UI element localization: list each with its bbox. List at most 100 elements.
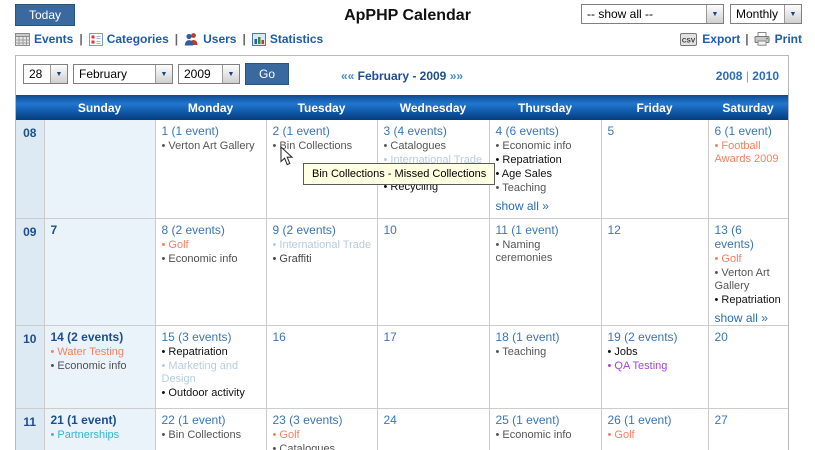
nav-events[interactable]: Events — [15, 32, 73, 46]
event-item[interactable]: • Economic info — [161, 252, 238, 265]
event-item[interactable]: • Economic info — [495, 428, 572, 441]
day-link[interactable]: 19 (2 events) — [607, 329, 678, 344]
day-link[interactable]: 2 (1 event) — [272, 124, 330, 138]
day-link[interactable]: 23 (3 events) — [272, 412, 343, 427]
show-all-link[interactable]: show all » — [714, 310, 768, 325]
day-link[interactable]: 24 — [383, 412, 397, 427]
event-item[interactable]: • Golf — [607, 428, 635, 441]
event-item[interactable]: • Repatriation — [714, 293, 781, 306]
view-mode-select[interactable]: Monthly ▼ — [730, 4, 802, 24]
day-link[interactable]: 3 (4 events) — [383, 124, 447, 138]
day-cell: 15 (3 events) • Repatriation • Marketing a… — [155, 325, 267, 409]
day-cell: 25 (1 event) • Economic info — [489, 408, 602, 450]
day-link[interactable]: 9 (2 events) — [272, 222, 336, 237]
day-link[interactable]: 5 — [607, 124, 615, 138]
day-cell: 23 (3 events) • Golf • Catalogues — [266, 408, 378, 450]
day-link[interactable]: 18 (1 event) — [495, 329, 560, 344]
next-year-link[interactable]: 2010 — [752, 69, 779, 83]
chevron-down-icon[interactable]: ▼ — [222, 65, 239, 83]
event-item[interactable]: • Outdoor activity — [161, 386, 245, 399]
event-item[interactable]: • International Trade — [272, 238, 372, 251]
event-item[interactable]: • Age Sales — [495, 168, 552, 180]
day-cell — [44, 120, 156, 219]
day-link[interactable]: 26 (1 event) — [607, 412, 672, 427]
event-item[interactable]: • Marketing and Design — [161, 359, 239, 385]
day-select[interactable]: 28 ▼ — [23, 64, 68, 84]
category-filter-select[interactable]: -- show all -- ▼ — [581, 4, 724, 24]
calendar-table: Sunday Monday Tuesday Wednesday Thursday… — [16, 95, 788, 450]
day-link[interactable]: 6 (1 event) — [714, 124, 772, 138]
calendar-toolbar: 28 ▼ February ▼ 2009 ▼ Go «« February - … — [16, 56, 788, 95]
day-link[interactable]: 17 — [383, 329, 397, 344]
event-item[interactable]: • Catalogues — [383, 140, 447, 152]
month-select[interactable]: February ▼ — [73, 64, 173, 84]
prev-year-link[interactable]: 2008 — [715, 69, 743, 83]
export-link[interactable]: Export — [702, 32, 741, 46]
event-item[interactable]: • Catalogues — [272, 442, 336, 450]
day-link[interactable]: 10 — [383, 222, 397, 237]
event-item[interactable]: • Economic info — [495, 140, 572, 152]
event-item[interactable]: • Golf — [161, 238, 189, 251]
event-item[interactable]: • Golf — [714, 252, 742, 265]
event-item[interactable]: • Repatriation — [495, 154, 562, 166]
day-link[interactable]: 7 — [50, 222, 58, 237]
day-cell: 13 (6 events) • Golf • Verton Art Gallery •… — [708, 218, 788, 326]
chevron-down-icon[interactable]: ▼ — [155, 65, 172, 83]
day-link[interactable]: 20 — [714, 329, 728, 344]
day-link[interactable]: 4 (6 events) — [495, 124, 559, 138]
event-item[interactable]: • Naming ceremonies — [495, 238, 553, 264]
event-item[interactable]: • Verton Art Gallery — [161, 140, 255, 152]
svg-text:CSV: CSV — [682, 37, 696, 44]
show-all-link[interactable]: show all » — [495, 199, 549, 213]
year-select[interactable]: 2009 ▼ — [178, 64, 240, 84]
event-item[interactable]: • Football Awards 2009 — [714, 140, 779, 165]
chevron-down-icon[interactable]: ▼ — [50, 65, 67, 83]
day-link[interactable]: 13 (6 events) — [714, 222, 754, 251]
next-month-link[interactable]: »» — [449, 69, 464, 83]
print-link[interactable]: Print — [774, 32, 802, 46]
nav-categories-label[interactable]: Categories — [106, 32, 169, 46]
nav-categories[interactable]: Categories — [88, 32, 169, 46]
event-item[interactable]: • Teaching — [495, 345, 547, 358]
today-button[interactable]: Today — [15, 4, 76, 26]
nav-statistics[interactable]: Statistics — [251, 32, 324, 46]
prev-month-link[interactable]: «« — [340, 69, 355, 83]
go-button[interactable]: Go — [245, 63, 290, 85]
chevron-down-icon[interactable]: ▼ — [706, 5, 723, 23]
day-link[interactable]: 25 (1 event) — [495, 412, 560, 427]
day-link[interactable]: 11 (1 event) — [495, 222, 559, 237]
nav-events-label[interactable]: Events — [34, 32, 74, 46]
event-item[interactable]: • Golf — [272, 428, 300, 441]
day-link[interactable]: 16 — [272, 329, 286, 344]
event-item[interactable]: • Economic info — [50, 359, 127, 372]
day-link[interactable]: 14 (2 events) — [50, 329, 124, 344]
day-cell: 19 (2 events) • Jobs • QA Testing — [601, 325, 709, 409]
day-link[interactable]: 22 (1 event) — [161, 412, 226, 427]
event-item[interactable]: • Jobs — [607, 345, 638, 358]
event-item[interactable]: • Verton Art Gallery — [714, 266, 770, 292]
week-number: 10 — [16, 325, 45, 409]
day-link[interactable]: 8 (2 events) — [161, 222, 225, 237]
event-tooltip: Bin Collections - Missed Collections — [303, 163, 496, 185]
day-cell: 5 — [601, 120, 709, 219]
day-link[interactable]: 1 (1 event) — [161, 124, 219, 138]
nav-statistics-label[interactable]: Statistics — [269, 32, 324, 46]
chevron-down-icon[interactable]: ▼ — [784, 5, 801, 23]
year-navigation: 2008 | 2010 — [716, 69, 779, 83]
nav-users[interactable]: Users — [184, 32, 236, 46]
event-item[interactable]: • Partnerships — [50, 428, 120, 441]
nav-users-label[interactable]: Users — [203, 32, 237, 46]
event-item[interactable]: • Repatriation — [161, 345, 228, 358]
day-link[interactable]: 12 — [607, 222, 621, 237]
day-link[interactable]: 27 — [714, 412, 728, 427]
nav-separator: | — [242, 32, 246, 46]
day-link[interactable]: 21 (1 event) — [50, 412, 117, 427]
event-item[interactable]: • QA Testing — [607, 359, 668, 372]
event-item[interactable]: • Bin Collections — [272, 140, 353, 152]
event-item[interactable]: • Graffiti — [272, 252, 312, 265]
day-link[interactable]: 15 (3 events) — [161, 329, 232, 344]
event-item[interactable]: • Teaching — [495, 182, 547, 194]
event-item[interactable]: • Bin Collections — [161, 428, 242, 441]
day-header-thursday: Thursday — [489, 95, 601, 120]
event-item[interactable]: • Water Testing — [50, 345, 125, 358]
